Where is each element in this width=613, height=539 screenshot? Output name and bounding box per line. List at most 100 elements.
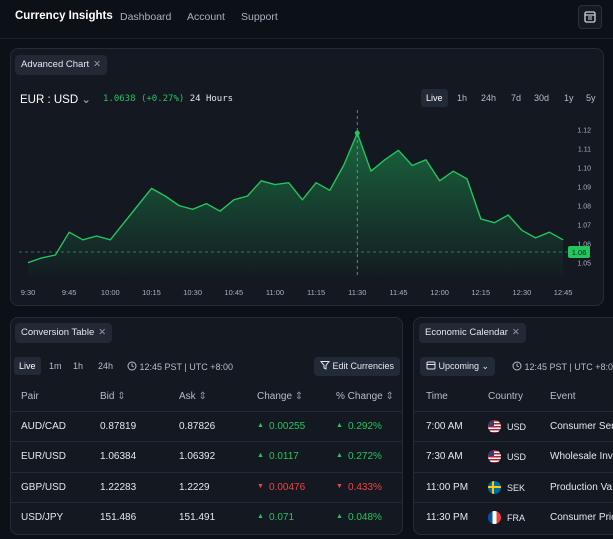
area-fill <box>28 133 564 276</box>
time: 11:30 PM <box>426 511 469 523</box>
row-divider <box>11 411 402 412</box>
cell: 1.06384 <box>100 451 137 463</box>
column-header: Time <box>426 391 448 402</box>
cell: 0.433% <box>348 481 382 493</box>
range-button[interactable]: 1y <box>564 93 574 103</box>
range-button[interactable]: 7d <box>511 93 522 103</box>
x-tick-label: 12:30 <box>513 288 532 297</box>
row-divider <box>11 441 402 443</box>
price: 1.0638 <box>103 94 136 104</box>
column-header[interactable]: % Change ⇕ <box>336 391 394 402</box>
x-tick-label: 12:00 <box>430 288 449 297</box>
clock: 12:45 PST | UTC +8:00 <box>127 361 233 372</box>
column-header: Event <box>550 391 576 402</box>
tab[interactable]: Economic Calendar ✕ <box>419 323 526 343</box>
pair-select[interactable]: EUR : USD ⌄ <box>20 94 91 106</box>
tab-label: Economic Calendar <box>425 327 508 338</box>
edit-button[interactable]: Edit Currencies <box>314 357 401 376</box>
trend-arrow: ▲ <box>257 512 264 520</box>
y-tick-label: 1.08 <box>577 204 591 211</box>
y-tick-label: 1.11 <box>578 146 591 153</box>
cell: 0.071 <box>269 511 295 523</box>
trend-arrow: ▼ <box>336 482 343 490</box>
cell: 0.292% <box>348 421 382 432</box>
brand: Currency Insights <box>15 10 113 22</box>
column-header[interactable]: Change ⇕ <box>257 391 304 402</box>
column-header[interactable]: Bid ⇕ <box>100 391 126 402</box>
nav-link[interactable]: Support <box>241 11 278 23</box>
row-divider <box>11 501 402 503</box>
x-tick-label: 12:15 <box>471 288 490 297</box>
cell: 151.486 <box>100 511 137 523</box>
y-tick-label: 1.09 <box>577 184 591 191</box>
pair: EUR : USD <box>20 94 79 106</box>
divider <box>0 38 613 39</box>
x-tick-label: 9:45 <box>62 288 77 297</box>
range-button[interactable]: 30d <box>534 93 550 103</box>
y-tick-label: 1.05 <box>577 261 591 268</box>
period: 24 Hours <box>189 94 234 104</box>
tab[interactable]: Conversion Table ✕ <box>15 323 113 343</box>
clock: 12:45 PST | UTC +8:00 <box>512 361 613 372</box>
trend-arrow: ▼ <box>257 482 264 490</box>
interval-button[interactable]: Live <box>14 357 41 375</box>
x-tick-label: 10:15 <box>142 288 161 297</box>
cell: 1.06392 <box>179 451 216 463</box>
flag <box>488 450 501 464</box>
cell: GBP/USD <box>21 481 67 493</box>
country: FRA <box>507 512 525 523</box>
cell: 0.87819 <box>100 421 137 432</box>
range-button[interactable]: 5y <box>586 93 596 103</box>
nav-link[interactable]: Account <box>187 11 225 23</box>
range-button[interactable]: 24h <box>481 93 497 103</box>
x-tick-label: 11:15 <box>307 288 325 297</box>
cell: 0.048% <box>348 511 382 523</box>
x-tick-label: 11:30 <box>348 288 366 297</box>
chart: 1.05 1.06 1.07 1.08 1.09 1.10 1.11 1.12 9:30 9:45… <box>19 110 591 297</box>
filter-select[interactable]: Upcoming ⌄ <box>420 357 496 376</box>
cell: 1.22283 <box>100 481 137 493</box>
trend-arrow: ▲ <box>336 512 343 520</box>
x-tick-label: 9:30 <box>21 288 36 297</box>
flag <box>488 420 501 433</box>
cell: 1.2229 <box>179 481 210 493</box>
price-line <box>27 132 564 264</box>
event: Consumer Ser <box>550 421 613 432</box>
clock-text: 12:45 PST | UTC +8:00 <box>139 362 233 372</box>
cell: USD/JPY <box>21 511 64 523</box>
column-header[interactable]: Pair <box>21 391 39 402</box>
y-tick-label: 1.10 <box>577 165 591 172</box>
x-tick-label: 10:00 <box>101 288 120 297</box>
trend-arrow: ▲ <box>257 422 264 429</box>
settings-button[interactable] <box>578 5 602 29</box>
conversion-panel: Conversion Table ✕ Live 1m 1h 24h 12:45 PST … <box>10 317 403 535</box>
x-tick-label: 10:45 <box>224 288 243 297</box>
interval-button[interactable]: 1h <box>73 361 84 371</box>
price-marker-label: 1.06 <box>572 248 587 257</box>
icon <box>584 11 596 23</box>
chart-panel: Advanced Chart ✕ EUR : USD ⌄ 1.0638 (+0.2… <box>10 48 604 306</box>
nav-link[interactable]: Dashboard <box>120 11 172 23</box>
interval-button[interactable]: 1m <box>49 361 62 371</box>
x-tick-label: 10:30 <box>183 288 202 297</box>
quote: 1.0638 (+0.27%) 24 Hours <box>103 94 233 104</box>
column-header: Country <box>488 391 524 402</box>
column-header[interactable]: Ask ⇕ <box>179 391 207 402</box>
event: Consumer Pric <box>550 511 613 523</box>
country: SEK <box>507 482 526 493</box>
flag <box>488 510 501 524</box>
event: Wholesale Inv <box>550 451 613 463</box>
icon <box>512 361 522 371</box>
range-button[interactable]: Live <box>421 89 448 107</box>
tab[interactable]: Advanced Chart ✕ <box>15 55 108 75</box>
clock-text: 12:45 PST | UTC +8:00 <box>524 362 613 372</box>
range-button[interactable]: 1h <box>457 93 468 103</box>
time: 7:30 AM <box>426 451 463 463</box>
crosshair-dot <box>354 130 360 136</box>
time: 11:00 PM <box>426 481 469 493</box>
icon <box>426 361 436 370</box>
y-tick-label: 1.07 <box>577 223 591 230</box>
interval-button[interactable]: 24h <box>98 361 114 371</box>
cell: 0.00255 <box>269 421 306 432</box>
